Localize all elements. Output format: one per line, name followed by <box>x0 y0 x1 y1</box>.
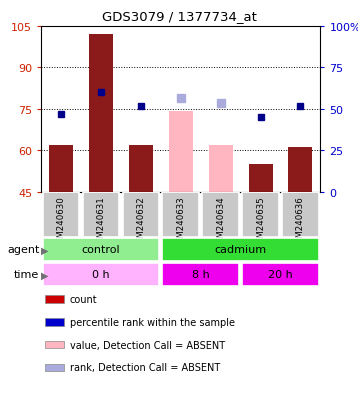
Bar <box>43 192 79 237</box>
Bar <box>242 192 279 237</box>
Text: GSM240633: GSM240633 <box>176 196 185 248</box>
Text: ▶: ▶ <box>41 245 48 255</box>
Text: rank, Detection Call = ABSENT: rank, Detection Call = ABSENT <box>70 363 220 373</box>
Text: GSM240632: GSM240632 <box>136 196 145 248</box>
Text: control: control <box>82 245 120 255</box>
Text: agent: agent <box>7 245 39 255</box>
Bar <box>43 238 159 261</box>
Text: cadmium: cadmium <box>214 245 267 255</box>
Bar <box>169 112 193 192</box>
Bar <box>162 263 239 286</box>
Bar <box>43 263 159 286</box>
Text: count: count <box>70 294 97 304</box>
Text: 0 h: 0 h <box>92 270 110 280</box>
Text: GSM240630: GSM240630 <box>57 196 66 248</box>
Text: time: time <box>14 270 39 280</box>
Bar <box>162 238 319 261</box>
Bar <box>209 145 233 192</box>
Bar <box>163 192 199 237</box>
Bar <box>282 192 319 237</box>
Bar <box>83 192 119 237</box>
Text: GSM240635: GSM240635 <box>256 196 265 248</box>
Text: 8 h: 8 h <box>192 270 210 280</box>
Bar <box>242 263 319 286</box>
Bar <box>248 164 272 192</box>
Text: 20 h: 20 h <box>268 270 293 280</box>
Text: GSM240634: GSM240634 <box>216 196 225 248</box>
Text: ▶: ▶ <box>41 270 48 280</box>
Bar <box>49 145 73 192</box>
Text: percentile rank within the sample: percentile rank within the sample <box>70 317 235 327</box>
Text: GSM240636: GSM240636 <box>296 196 305 248</box>
Text: GSM240631: GSM240631 <box>97 196 106 248</box>
Bar <box>289 148 313 192</box>
Text: GDS3079 / 1377734_at: GDS3079 / 1377734_at <box>102 10 256 23</box>
Bar <box>89 35 113 192</box>
Bar <box>202 192 239 237</box>
Bar <box>122 192 159 237</box>
Text: value, Detection Call = ABSENT: value, Detection Call = ABSENT <box>70 340 225 350</box>
Bar <box>129 145 153 192</box>
